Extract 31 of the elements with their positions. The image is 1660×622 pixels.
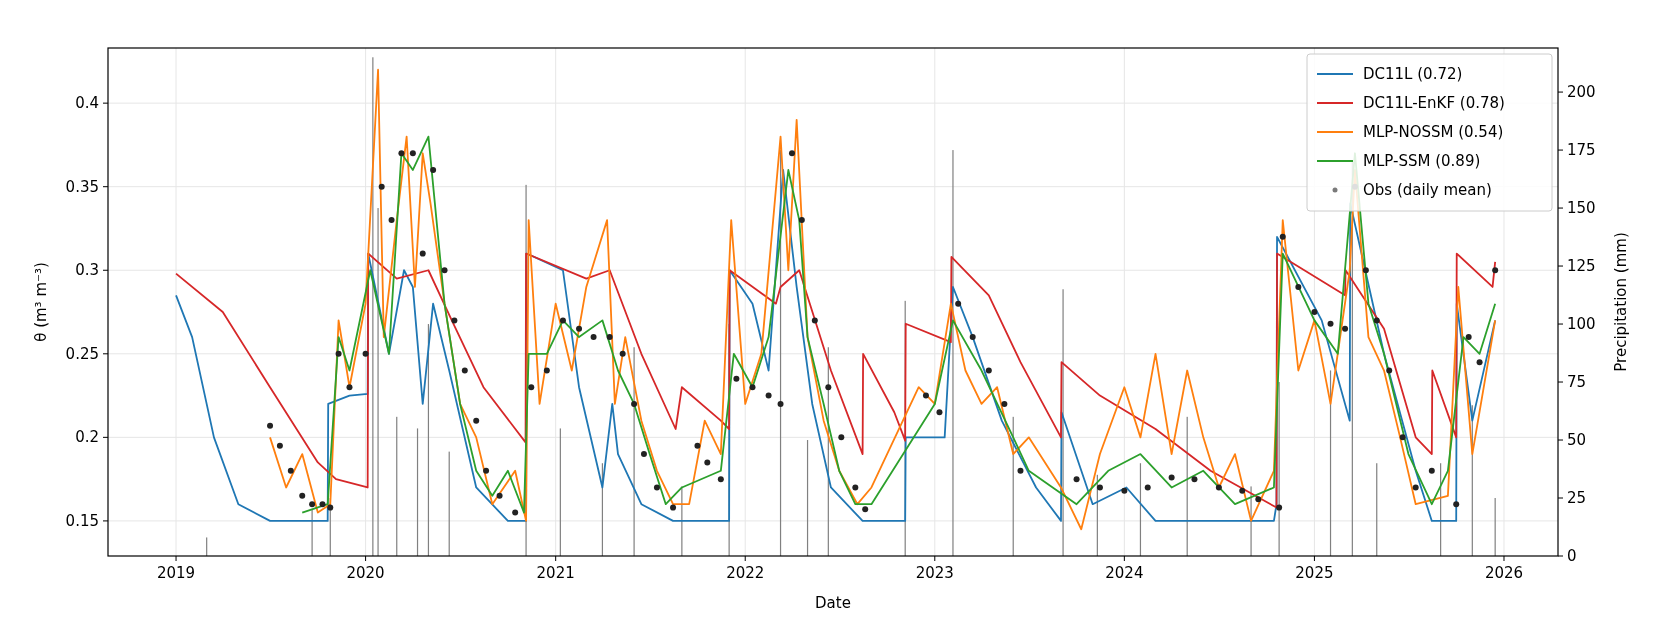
- legend-label: DC11L (0.72): [1363, 65, 1463, 83]
- y-tick-label: 0.2: [75, 428, 99, 447]
- y2-axis-title: Precipitation (mm): [1612, 232, 1630, 372]
- y2-tick-label: 100: [1567, 315, 1596, 334]
- y-tick-label: 0.35: [65, 177, 99, 196]
- x-tick-label: 2022: [726, 564, 765, 582]
- y-tick-label: 0.15: [65, 511, 99, 530]
- y2-tick-label: 0: [1567, 547, 1577, 565]
- legend-label: MLP-NOSSM (0.54): [1363, 123, 1504, 141]
- x-tick-label: 2024: [1105, 564, 1144, 582]
- y-tick-label: 0.4: [75, 94, 99, 113]
- legend-label: MLP-SSM (0.89): [1363, 152, 1481, 170]
- y2-tick-label: 25: [1567, 489, 1587, 508]
- y-axis-title: θ (m³ m⁻³): [32, 262, 50, 342]
- x-axis-title: Date: [815, 594, 851, 612]
- x-tick-label: 2019: [156, 564, 196, 582]
- y2-tick-label: 175: [1567, 141, 1596, 160]
- x-tick-label: 2026: [1484, 564, 1524, 582]
- x-tick-label: 2020: [346, 564, 385, 582]
- y-tick-label: 0.3: [75, 261, 99, 280]
- x-tick-label: 2023: [915, 564, 954, 582]
- y2-tick-label: 150: [1567, 199, 1596, 218]
- y2-tick-label: 50: [1567, 431, 1587, 450]
- x-tick-label: 2025: [1295, 564, 1334, 582]
- legend-label: DC11L-EnKF (0.78): [1363, 94, 1505, 112]
- series-label: Obs (daily mean): [1363, 181, 1492, 199]
- y2-tick-label: 75: [1567, 373, 1587, 392]
- x-tick-label: 2021: [536, 564, 575, 582]
- y2-tick-label: 125: [1567, 257, 1596, 276]
- y2-tick-label: 200: [1567, 83, 1596, 102]
- y-tick-label: 0.25: [65, 344, 99, 363]
